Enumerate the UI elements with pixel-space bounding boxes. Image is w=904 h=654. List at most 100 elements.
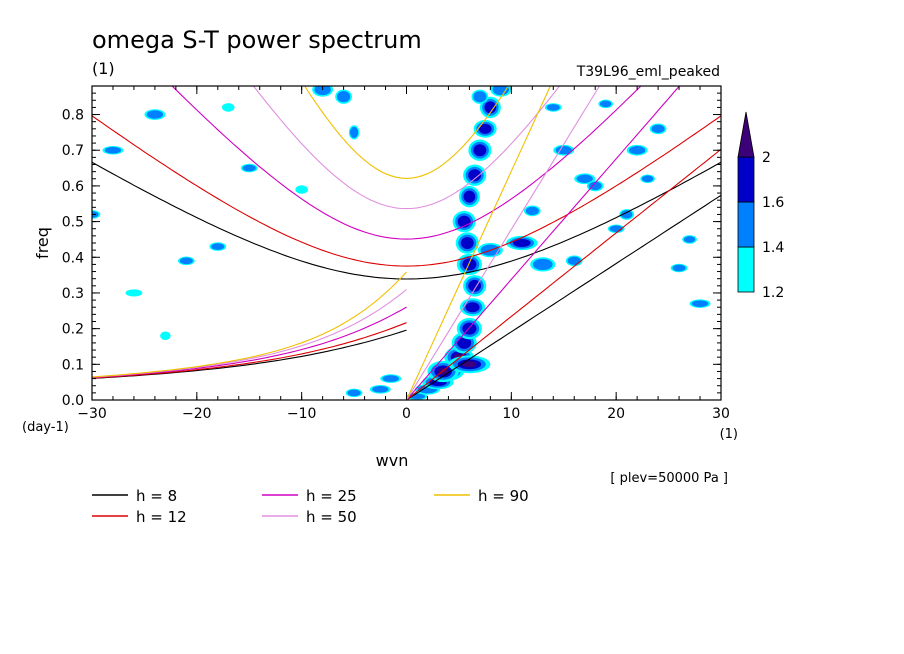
contour-blob [588,181,602,191]
mrg-curve [92,329,407,379]
colorbar-arrow [737,111,755,158]
contour-blob [125,289,143,297]
mrg-curve [92,322,407,379]
x-tick-label: −10 [287,406,317,422]
x-unit-label: (1) [720,427,738,442]
kelvin-curve [405,86,551,400]
kelvin-curve [406,86,681,400]
contour-blob [337,91,351,103]
ig-curve [171,86,642,240]
colorbar-label: 1.2 [762,285,784,301]
x-tick-label: 30 [712,406,730,422]
contour-blob [492,86,510,96]
ig-curve [303,86,510,179]
spectrum-contours [92,86,711,400]
y-axis-label: freq [33,227,52,259]
contour-blob [160,331,171,341]
contour-blob [599,100,612,108]
contour-blob [691,300,709,307]
contour-blob [567,256,581,266]
colorbar-segment [737,201,755,248]
contour-blob [513,239,531,247]
y-tick-label: 0.0 [62,393,84,409]
mrg-curve [92,289,407,378]
x-tick-label: 10 [502,406,520,422]
colorbar-segment [737,246,755,293]
contour-blob [473,91,487,103]
x-tick-label: −30 [77,406,107,422]
y-tick-label: 0.4 [62,250,84,266]
colorbar: 1.2 1.4 1.6 2 [737,111,784,301]
mrg-curve [92,271,407,378]
contour-blob [620,210,633,219]
contour-blob [242,164,256,172]
x-tick-label: 20 [607,406,625,422]
y-tick-label: 0.5 [62,215,84,231]
contour-blob [473,144,487,157]
run-id-label: T39L96_eml_peaked [576,64,720,80]
kelvin-curve [406,86,601,400]
contour-blob [525,206,539,216]
legend-label: h = 90 [478,487,529,505]
contour-blob [463,190,476,203]
contour-blob [211,243,225,250]
plot-frame [91,85,722,401]
kelvin-curve [406,194,721,400]
contour-blob [641,175,654,183]
contour-blob [314,86,331,96]
contour-blob [672,264,686,272]
colorbar-label: 1.4 [762,240,784,256]
contour-blob [295,185,308,194]
contour-blob [462,361,477,368]
y-tick-label: 0.6 [62,179,84,195]
contour-blob [146,110,164,119]
contour-blob [104,146,122,154]
legend-label: h = 50 [306,508,357,526]
ig-curve [252,86,561,210]
contour-blob [347,389,361,397]
legend-label: h = 8 [136,487,177,505]
y-tick-label: 0.8 [62,108,84,124]
legend: h = 8 h = 12 h = 25 h = 50 h = 90 [92,487,529,526]
contour-blob [457,336,472,349]
contour-blob [546,104,560,111]
chart-title: omega S-T power spectrum [92,26,422,54]
x-tick-label: −20 [182,406,212,422]
y-unit-label: (day-1) [22,420,69,435]
mrg-curve [92,306,407,379]
y-tick-label: 0.1 [62,357,84,373]
axis-ticks: −30 −20 −10 0 10 20 30 0.0 0.1 0.2 0.3 0.4 0.5 0.6 0.7… [62,86,730,422]
legend-label: h = 25 [306,487,357,505]
units-label: (1) [92,59,115,78]
x-axis-label: wvn [376,451,409,470]
contour-blob [349,126,359,138]
contour-blob [484,101,497,114]
ig-curve [92,115,721,267]
contour-blob [382,375,399,382]
contour-blob [462,258,477,271]
contour-blob [628,146,646,155]
contour-blob [555,146,572,155]
contour-blob [576,174,593,183]
y-tick-label: 0.7 [62,143,84,159]
legend-label: h = 12 [136,508,187,526]
contour-blob [465,302,480,313]
contour-blob [532,258,553,270]
plev-annotation: [ plev=50000 Pa ] [610,471,728,486]
colorbar-label: 1.6 [762,195,784,211]
contour-blob [372,385,389,393]
contour-blob [478,123,492,134]
contour-blob [179,257,193,265]
dispersion-curves [92,86,721,400]
contour-blob [683,236,696,243]
contour-blob [221,103,235,112]
x-tick-label: 0 [402,406,411,422]
colorbar-label: 2 [762,150,771,166]
contour-blob [460,237,474,249]
contour-blob [468,169,482,182]
kelvin-curve [406,148,721,400]
y-tick-label: 0.2 [62,322,84,338]
contour-blob [651,124,665,133]
ig-curve [92,161,721,280]
